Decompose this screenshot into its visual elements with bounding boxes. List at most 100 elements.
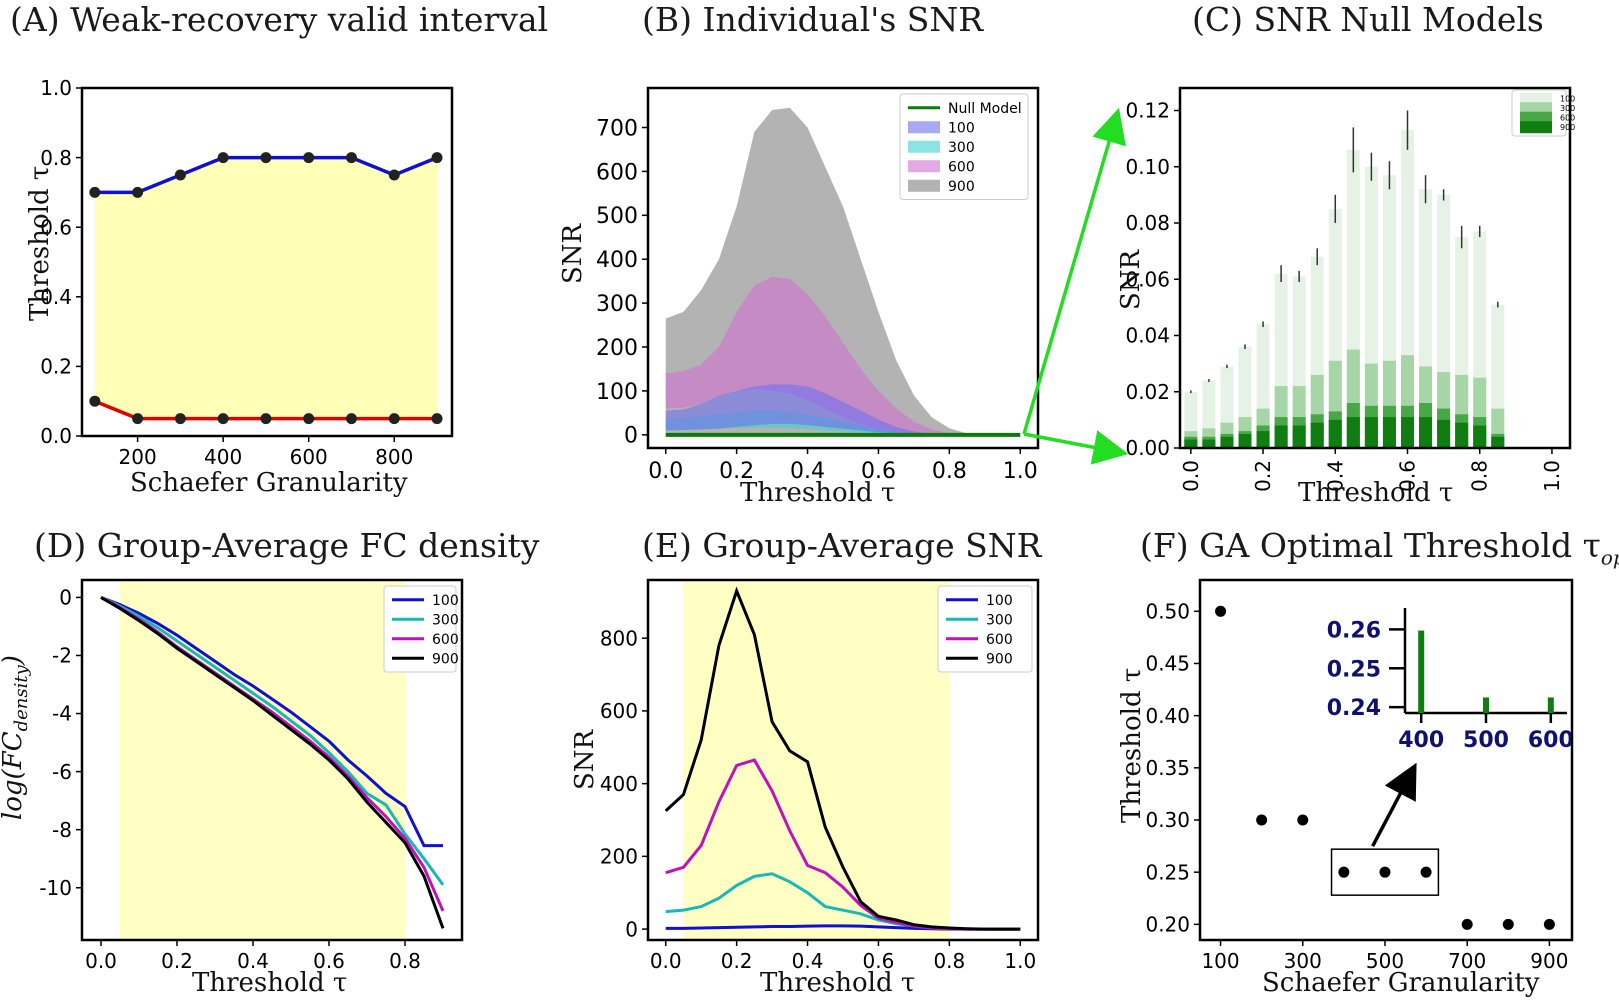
legend-label-600: 600 bbox=[1560, 114, 1575, 123]
data-point-lower bbox=[260, 413, 272, 425]
y-tick-label: 0.0 bbox=[40, 424, 72, 448]
data-point-lower bbox=[89, 395, 101, 407]
x-tick-label: 0.8 bbox=[1468, 460, 1492, 492]
x-tick-label: 800 bbox=[375, 445, 413, 469]
x-tick-label: 0.0 bbox=[650, 949, 682, 973]
panel-a-xlabel: Schaefer Granularity bbox=[130, 468, 408, 498]
panel-d-ylabel-end: ) bbox=[0, 655, 28, 666]
zoom-arrow-down bbox=[1023, 430, 1129, 465]
x-tick-label: 0.6 bbox=[861, 459, 896, 484]
legend-box bbox=[899, 93, 1029, 200]
x-tick-label: 0.6 bbox=[863, 949, 895, 973]
bar-900 bbox=[1437, 419, 1451, 448]
bar-900 bbox=[1473, 425, 1487, 448]
y-tick-label: 0.40 bbox=[1145, 704, 1190, 728]
legend-label-300: 300 bbox=[986, 612, 1013, 628]
legend-label-100: 100 bbox=[986, 593, 1013, 609]
legend-label-Null Model: Null Model bbox=[948, 101, 1022, 117]
y-tick-label: -10 bbox=[39, 876, 72, 900]
data-point-upper bbox=[132, 186, 144, 198]
data-point-upper bbox=[217, 152, 229, 164]
legend-box bbox=[383, 585, 457, 673]
bar-900 bbox=[1220, 436, 1234, 448]
x-tick-label: 600 bbox=[290, 445, 328, 469]
bar-900 bbox=[1328, 419, 1342, 448]
data-point-upper bbox=[431, 152, 443, 164]
plot-frame bbox=[80, 86, 454, 438]
y-tick-label: -4 bbox=[52, 702, 72, 726]
legend-label-100: 100 bbox=[948, 120, 975, 136]
panel-d-xlabel: Threshold τ bbox=[192, 968, 348, 998]
area-band-600 bbox=[665, 276, 1021, 435]
panel-b-title: (B) Individual's SNR bbox=[642, 0, 984, 39]
x-tick-label: 0.8 bbox=[389, 949, 421, 973]
x-tick-label: 0.2 bbox=[721, 949, 753, 973]
legend-swatch-300 bbox=[1520, 102, 1552, 115]
x-tick-label: 200 bbox=[119, 445, 157, 469]
bar-900 bbox=[1256, 431, 1270, 448]
panel-d-ylabel-main: log(FC bbox=[0, 731, 28, 821]
highlight-box bbox=[1330, 848, 1440, 896]
panel-f-title: (F) GA Optimal Threshold τopt bbox=[1140, 526, 1619, 570]
legend-label-900: 900 bbox=[986, 651, 1013, 667]
panel-d-ylabel: log(FCdensity) bbox=[0, 655, 32, 821]
y-tick-label: 500 bbox=[596, 204, 638, 229]
panel-c-ylabel: SNR bbox=[1116, 249, 1146, 310]
y-tick-label: 0.45 bbox=[1145, 652, 1190, 676]
y-tick-label: 0.30 bbox=[1145, 808, 1190, 832]
data-point-upper bbox=[260, 152, 272, 164]
scatter-point bbox=[1256, 814, 1268, 826]
scatter-point bbox=[1297, 814, 1309, 826]
inset-bar bbox=[1418, 630, 1425, 713]
legend-label-600: 600 bbox=[986, 632, 1013, 648]
y-tick-label: 0.50 bbox=[1145, 600, 1190, 624]
y-tick-label: 0.06 bbox=[1125, 267, 1170, 291]
panel-a-ylabel: Threshold τ bbox=[25, 165, 55, 321]
plot-frame bbox=[1198, 578, 1574, 942]
inset-bar bbox=[1483, 697, 1489, 713]
x-tick-label: 0.8 bbox=[932, 459, 967, 484]
panel-f-title-main: (F) GA Optimal Threshold τ bbox=[1140, 526, 1601, 565]
plot-frame bbox=[646, 578, 1040, 942]
data-point-upper bbox=[174, 169, 186, 181]
y-tick-label: -6 bbox=[52, 760, 72, 784]
y-tick-label: 0.10 bbox=[1125, 155, 1170, 179]
x-tick-label: 0.8 bbox=[933, 949, 965, 973]
panel-e-xlabel: Threshold τ bbox=[760, 968, 916, 998]
data-point-lower bbox=[303, 413, 315, 425]
x-tick-label: 0.4 bbox=[1323, 460, 1347, 492]
y-tick-label: 0.25 bbox=[1145, 860, 1190, 884]
panel-f-ylabel: Threshold τ bbox=[1117, 667, 1147, 823]
x-tick-label: 0.4 bbox=[792, 949, 824, 973]
bar-900 bbox=[1382, 417, 1396, 448]
x-tick-label: 0.2 bbox=[1251, 460, 1275, 492]
y-tick-label: 800 bbox=[600, 626, 638, 650]
series-line-300 bbox=[100, 596, 445, 886]
x-tick-label: 0.0 bbox=[1179, 460, 1203, 492]
bar-900 bbox=[1346, 417, 1360, 448]
x-tick-label: 1.0 bbox=[1003, 459, 1038, 484]
data-point-lower bbox=[217, 413, 229, 425]
inset-y-tick-label: 0.24 bbox=[1327, 696, 1381, 721]
valid-interval-fill bbox=[94, 157, 438, 419]
panel-b-xlabel: Threshold τ bbox=[740, 478, 896, 508]
panel-d-ylabel-sub: density bbox=[11, 665, 33, 732]
legend-label-100: 100 bbox=[432, 593, 459, 609]
bar-900 bbox=[1455, 422, 1469, 448]
legend-label-900: 900 bbox=[432, 651, 459, 667]
y-tick-label: 0.20 bbox=[1145, 913, 1190, 937]
y-tick-label: -8 bbox=[52, 818, 72, 842]
scatter-point bbox=[1502, 918, 1514, 930]
y-tick-label: 0.02 bbox=[1125, 380, 1170, 404]
y-tick-label: 0 bbox=[624, 424, 638, 449]
plot-frame bbox=[1178, 86, 1572, 450]
x-tick-label: 900 bbox=[1530, 949, 1568, 973]
y-tick-label: 0.35 bbox=[1145, 756, 1190, 780]
x-tick-label: 400 bbox=[204, 445, 242, 469]
panel-f-title-sub: opt bbox=[1600, 545, 1619, 570]
legend-label-100: 100 bbox=[1560, 95, 1575, 104]
zoom-arrow bbox=[1371, 762, 1417, 847]
x-tick-label: 1.0 bbox=[1540, 460, 1564, 492]
bar-900 bbox=[1310, 422, 1324, 448]
panel-f-xlabel: Schaefer Granularity bbox=[1262, 968, 1540, 998]
